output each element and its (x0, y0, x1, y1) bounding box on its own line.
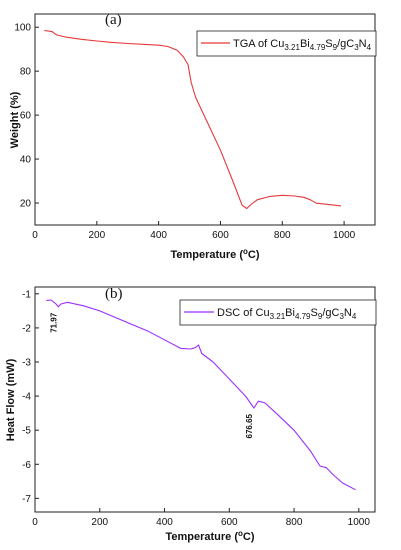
panel-a-x-tick-label: 600 (212, 230, 229, 241)
panel-b-label: (b) (105, 286, 123, 302)
panel-a-y-tick-label: 80 (20, 67, 32, 78)
panel-a-legend-text: TGA of Cu3.21Bi4.79S9/gC3N4 (233, 38, 372, 52)
panel-b-x-tick-label: 800 (286, 517, 303, 528)
panel-a-axes: 0 200 400 600 800 1000 20 40 60 80 100 (14, 23, 355, 241)
panel-a-x-axis-label: Temperature (oC) (170, 247, 259, 261)
panel-b-chart: (b) 0 200 400 600 800 1000 -1 -2 -3 -4 -5 -6 -7 71.9… (5, 286, 377, 543)
panel-b-y-axis-label: Heat Flow (mW) (5, 358, 17, 441)
panel-b-annotation-label: 676.65 (245, 413, 254, 438)
panel-b-y-tick-label: -3 (22, 358, 31, 369)
panel-a-legend: TGA of Cu3.21Bi4.79S9/gC3N4 (196, 30, 377, 57)
panel-b-x-axis-label: Temperature (oC) (165, 529, 254, 543)
panel-b-axes: 0 200 400 600 800 1000 -1 -2 -3 -4 -5 -6 -7 (22, 289, 370, 528)
panel-b-x-tick-label: 400 (156, 517, 173, 528)
panel-b-annotation-label: 71.97 (49, 312, 58, 333)
panel-a-chart: (a) 0 200 400 600 800 1000 20 40 60 80 100 TGA of … (9, 12, 377, 261)
panel-a-plot-frame (34, 13, 376, 226)
panel-b-legend: DSC of Cu3.21Bi4.79S9/gC3N4 (179, 299, 377, 326)
panel-a-label: (a) (105, 12, 122, 28)
panel-b-x-tick-label: 600 (221, 517, 238, 528)
panel-a-series-group (44, 29, 342, 210)
panel-a-y-tick-label: 100 (14, 23, 31, 34)
panel-a-x-tick-label: 800 (274, 230, 291, 241)
panel-a-y-tick-label: 40 (20, 155, 32, 166)
panel-b-legend-text: DSC of Cu3.21Bi4.79S9/gC3N4 (217, 307, 357, 321)
panel-b-x-tick-label: 0 (32, 517, 38, 528)
panel-a-x-tick-label: 1000 (333, 230, 356, 241)
panel-a-x-tick-label: 200 (88, 230, 105, 241)
panel-b-y-tick-label: -1 (22, 289, 31, 300)
panel-b-x-tick-label: 1000 (348, 517, 371, 528)
panel-a-x-tick-label: 400 (150, 230, 167, 241)
panel-b-x-tick-label: 200 (91, 517, 108, 528)
panel-b-y-tick-label: -4 (22, 392, 31, 403)
panel-b-y-tick-label: -2 (22, 323, 31, 334)
panel-b-series-line (46, 299, 356, 491)
panel-b-y-tick-label: -6 (22, 460, 31, 471)
panel-b-series-group: 71.97 676.65 (46, 299, 356, 491)
panel-a-y-axis-label: Weight (%) (9, 91, 21, 148)
panel-b-y-tick-label: -5 (22, 426, 31, 437)
panel-a-y-tick-label: 60 (20, 111, 32, 122)
panel-a-series-line (44, 29, 342, 210)
panel-b-plot-frame (34, 286, 376, 513)
panel-a-x-tick-label: 0 (32, 230, 38, 241)
panel-a-y-tick-label: 20 (20, 199, 32, 210)
panel-b-y-tick-label: -7 (22, 494, 31, 505)
